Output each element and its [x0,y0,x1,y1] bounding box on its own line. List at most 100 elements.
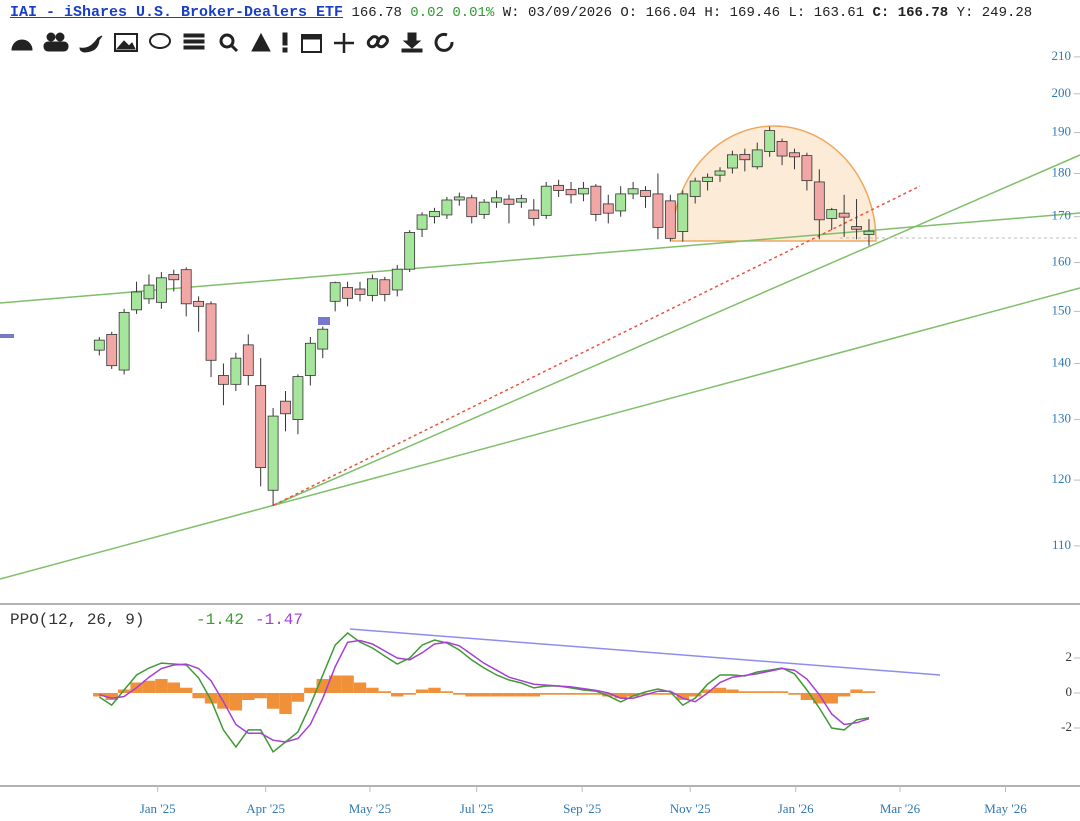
change: 0.02 [410,5,444,21]
histogram-bar [664,692,677,695]
candle-body [553,184,565,191]
date-label: W: [502,5,520,21]
histogram-bar [862,691,876,693]
x-tick-label: Jul '25 [460,801,494,816]
histogram-bar [291,692,305,702]
y-tick-label: 210 [1052,48,1072,63]
histogram-bar [626,692,640,697]
icon-download[interactable] [401,32,423,53]
candle-body [491,197,502,203]
last-price: 166.78 [351,5,402,21]
y-tick-label: 190 [1052,124,1072,139]
candle-body [764,130,776,152]
histogram-bar [366,687,379,693]
histogram-bar [192,692,205,699]
candle-body [702,176,713,182]
icon-people[interactable] [43,32,69,52]
arc-annotation [671,125,877,242]
histogram-bar [788,692,801,695]
candle-body [801,155,813,182]
candle-body [193,300,205,307]
candle-body [664,200,676,239]
candle-body [739,153,751,161]
histogram-bar [465,692,478,697]
candle-body [131,291,142,311]
y-tick-label: 200 [1052,85,1072,100]
candle-body [478,201,490,215]
candle-body [727,154,738,169]
candle-body [155,277,167,303]
candle-body [652,193,664,228]
histogram-bar [490,692,503,697]
trend-line [273,154,1080,506]
candle-body [602,203,614,214]
candle-body [565,189,577,196]
icon-move[interactable] [334,33,354,53]
ticker-title[interactable]: IAI - iShares U.S. Broker-Dealers ETF [10,4,344,21]
icon-list[interactable] [183,33,205,50]
trend-line-dotted [273,185,921,506]
icon-dashboard[interactable] [11,39,33,51]
histogram-bar [415,689,429,693]
histogram-bar [229,692,243,711]
histogram-bar [341,675,354,693]
histogram-bar [428,687,441,693]
candle-body [689,180,701,197]
histogram-bar [825,692,838,704]
candle-body [280,400,291,415]
candle-body [255,385,267,468]
icon-comment[interactable] [149,33,171,49]
candle-body [118,311,130,371]
candle-body [205,303,217,361]
candle-body [540,185,552,216]
histogram-bar [204,692,218,704]
y-tick-label: 180 [1052,164,1072,179]
candle-body [218,375,229,385]
candle-body [329,282,341,302]
candle-body [578,187,589,195]
x-tick-label: Apr '25 [246,801,285,816]
x-tick-label: Jan '26 [778,801,814,816]
histogram-bar [304,687,317,693]
histogram-bar [639,692,652,695]
y-tick-label: 130 [1052,411,1072,426]
histogram-bar [726,689,739,693]
icon-alert[interactable] [282,32,288,53]
candle-body [168,274,180,281]
candle-body [627,188,639,195]
candle-body [143,284,155,300]
candle-body [863,230,875,235]
histogram-bar [800,692,814,700]
histogram-bar [775,691,789,693]
icon-image[interactable] [114,33,138,52]
icon-link[interactable] [366,35,389,49]
histogram-bar [180,687,193,693]
histogram-bar [353,682,367,693]
histogram-bar [676,692,689,700]
y-tick-label: 150 [1052,302,1072,317]
histogram-bar [564,692,578,695]
trend-line [0,287,1080,580]
histogram-bar [440,691,454,693]
icon-calendar[interactable] [301,34,322,53]
icon-refresh[interactable] [434,32,454,52]
candle-body [317,328,329,350]
y-label: Y: [956,5,974,21]
candle-body [515,198,527,203]
icon-triangle[interactable] [251,32,271,52]
histogram-bar [614,692,627,699]
icon-search[interactable] [219,33,239,53]
icon-twitter[interactable] [79,35,103,53]
x-tick-label: Jan '25 [140,801,176,816]
histogram-bar [651,692,665,695]
low-label: L: [788,5,806,21]
candle-body [677,193,689,232]
high: 169.46 [729,5,781,21]
histogram-bar [813,692,826,704]
change-pct: 0.01% [452,5,495,21]
indicator-line [99,639,870,743]
histogram-bar [391,692,404,697]
open: 166.04 [645,5,697,21]
y-tick-label: 140 [1052,355,1072,370]
